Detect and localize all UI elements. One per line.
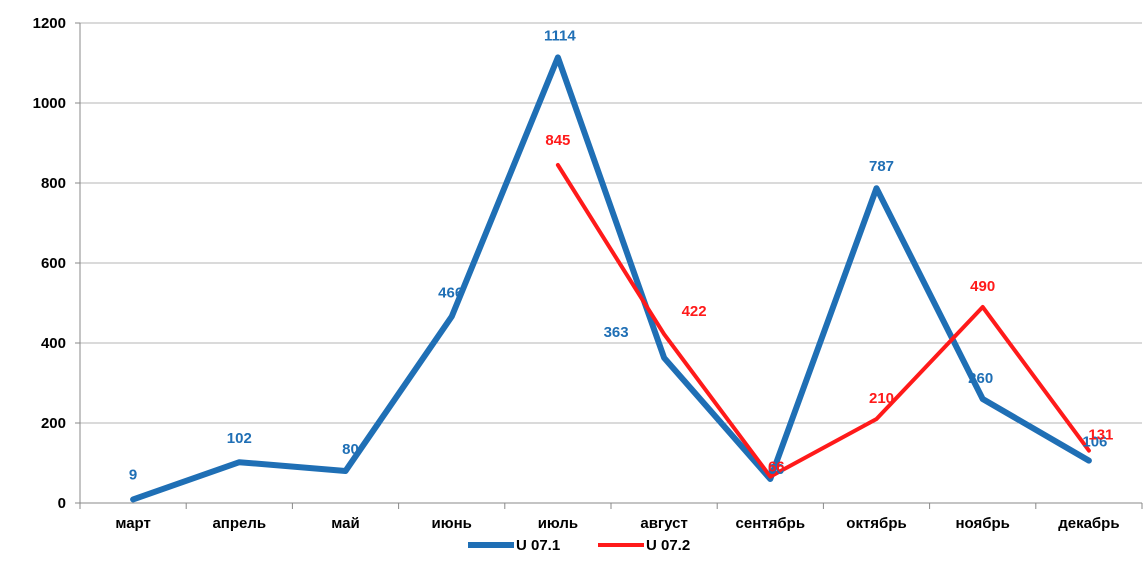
data-label: 422	[682, 303, 707, 320]
data-label: 106	[1082, 434, 1107, 451]
data-label: 102	[227, 430, 252, 447]
y-tick-label: 1000	[33, 95, 66, 112]
x-tick-label: октябрь	[846, 515, 906, 532]
legend-label: U 07.1	[516, 537, 560, 554]
x-tick-label: июнь	[432, 515, 472, 532]
y-tick-label: 600	[41, 255, 66, 272]
x-tick-label: июль	[538, 515, 578, 532]
y-tick-label: 0	[58, 495, 66, 512]
x-tick-label: август	[640, 515, 687, 532]
series-line-2	[555, 163, 1091, 479]
data-label: 260	[968, 370, 993, 387]
legend-item-1: U 07.1	[468, 537, 560, 554]
data-label: 60	[768, 461, 785, 478]
legend-label: U 07.2	[646, 537, 690, 554]
x-tick-label: декабрь	[1058, 515, 1119, 532]
legend-item-2: U 07.2	[598, 537, 690, 554]
data-label: 363	[604, 324, 629, 341]
x-tick-label: май	[331, 515, 359, 532]
data-label: 490	[970, 278, 995, 295]
x-tick-label: сентябрь	[736, 515, 806, 532]
x-tick-label: ноябрь	[955, 515, 1009, 532]
y-tick-label: 800	[41, 175, 66, 192]
y-tick-label: 400	[41, 335, 66, 352]
y-tick-label: 1200	[33, 15, 66, 32]
data-label: 210	[869, 390, 894, 407]
x-tick-label: апрель	[212, 515, 266, 532]
data-label: 9	[129, 466, 137, 483]
data-label: 131	[1088, 427, 1113, 444]
gridlines	[80, 22, 1142, 424]
data-label: 80	[342, 441, 359, 458]
data-label: 845	[545, 132, 570, 149]
data-label: 787	[869, 158, 894, 175]
x-tick-label: март	[115, 515, 151, 532]
data-label: 66	[768, 459, 785, 476]
data-label: 1114	[544, 27, 576, 44]
series-line-1	[130, 54, 1092, 503]
y-tick-label: 200	[41, 415, 66, 432]
data-label: 466	[438, 285, 463, 302]
